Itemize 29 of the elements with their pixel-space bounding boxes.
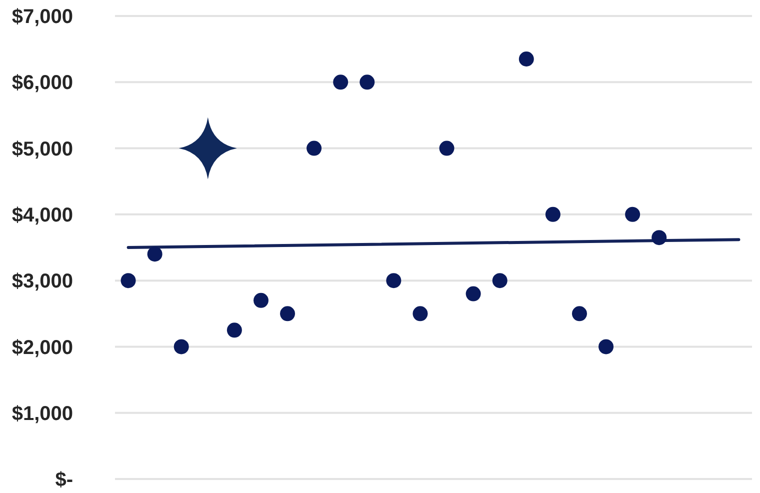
- y-tick-label: $2,000: [12, 336, 73, 359]
- point: [174, 339, 189, 354]
- point: [412, 306, 428, 322]
- point: [333, 74, 348, 90]
- y-tick-label: $7,000: [12, 6, 73, 28]
- point: [178, 117, 237, 180]
- point: [625, 206, 640, 222]
- point: [492, 273, 508, 288]
- point: [226, 322, 242, 338]
- point: [280, 306, 296, 322]
- y-tick-label: $1,000: [12, 402, 73, 425]
- point: [439, 140, 454, 156]
- point: [360, 74, 375, 90]
- point: [306, 140, 322, 156]
- point: [572, 306, 587, 322]
- point: [253, 292, 268, 308]
- point: [466, 286, 481, 302]
- point: [386, 273, 402, 288]
- point: [598, 339, 614, 354]
- y-tick-label: $3,000: [12, 270, 73, 293]
- y-tick-label: $5,000: [12, 138, 73, 160]
- point: [652, 230, 667, 246]
- point: [518, 51, 534, 66]
- y-tick-label: $-: [55, 469, 73, 492]
- y-tick-label: $6,000: [12, 72, 73, 94]
- point: [120, 273, 136, 288]
- point: [545, 206, 560, 222]
- y-tick-label: $4,000: [12, 204, 73, 227]
- point: [147, 246, 162, 262]
